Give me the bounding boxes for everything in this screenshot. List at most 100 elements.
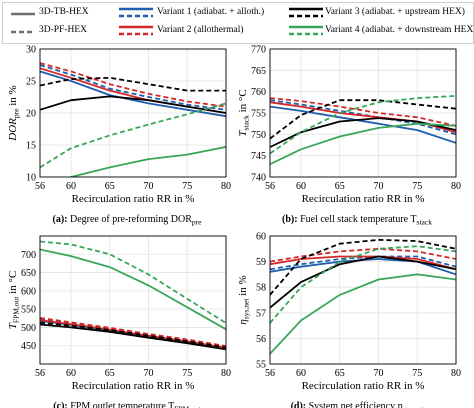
series-line-7 (40, 248, 226, 331)
y-tick-label: 57 (256, 308, 266, 319)
series-line-3 (40, 319, 226, 349)
series-line-6 (270, 99, 456, 140)
y-tick-label: 550 (21, 305, 36, 316)
legend-label-solid: 3D-TB-HEX (39, 7, 89, 17)
x-tick-label: 80 (221, 181, 231, 192)
series-line-4 (270, 97, 456, 127)
x-tick-label: 56 (35, 368, 45, 379)
series-line-4 (270, 247, 456, 263)
legend-swatch-variant-4 (289, 25, 323, 36)
y-tick-label: 10 (26, 173, 36, 184)
y-tick-label: 20 (26, 109, 36, 120)
x-tick-label: 60 (66, 368, 76, 379)
series-line-3 (270, 255, 456, 271)
y-tick-label: 760 (251, 87, 266, 98)
y-tick-label: 755 (251, 109, 266, 120)
y-tick-label: 745 (251, 151, 266, 162)
series-line-6 (40, 76, 226, 92)
y-tick-label: 500 (21, 323, 36, 334)
legend-label-variant-3: Variant 3 (adiabat. + upstream HEX) (325, 7, 465, 17)
series-line-7 (270, 122, 456, 166)
y-tick-label: 750 (251, 130, 266, 141)
legend-label-variant-1: Variant 1 (adiabat. + alloth.) (157, 7, 265, 17)
series-line-7 (67, 146, 226, 177)
x-axis-label: Recirculation ratio RR in % (72, 380, 195, 392)
y-tick-label: 58 (256, 283, 266, 294)
legend-swatch-solid (11, 12, 35, 16)
y-axis-label: Tstack in °C (237, 89, 251, 136)
x-tick-label: 56 (35, 181, 45, 192)
y-tick-label: 60 (256, 232, 266, 243)
y-tick-label: 650 (21, 268, 36, 279)
y-axis-label: ηsys,net in % (237, 275, 251, 324)
legend-label-variant-4: Variant 4 (adiabat. + downstream HEX) (325, 25, 474, 35)
series-group (270, 95, 456, 166)
legend-label-variant-2: Variant 2 (allothermal) (157, 25, 244, 35)
series-line-2 (270, 99, 456, 136)
x-tick-label: 60 (296, 181, 306, 192)
series-line-4 (40, 62, 226, 108)
y-axis-label: TFPM,out in °C (7, 271, 21, 329)
series-line-6 (40, 321, 226, 349)
x-tick-label: 65 (105, 181, 115, 192)
legend-swatch-variant-3 (289, 7, 323, 18)
y-tick-label: 450 (21, 341, 36, 352)
x-tick-label: 80 (451, 181, 461, 192)
series-line-2 (40, 64, 226, 111)
x-tick-label: 75 (412, 368, 422, 379)
panel-caption: (a): Degree of pre-reforming DORpre (53, 214, 203, 227)
x-tick-label: 70 (374, 181, 384, 192)
series-line-8 (40, 102, 226, 169)
x-tick-label: 75 (182, 368, 192, 379)
y-tick-label: 770 (251, 45, 266, 56)
series-line-4 (40, 317, 226, 347)
series-line-6 (270, 238, 456, 296)
x-axis-label: Recirculation ratio RR in % (72, 193, 195, 205)
legend-label-dashed: 3D-PF-HEX (39, 25, 88, 35)
plot-frame (269, 235, 457, 365)
series-group (40, 240, 226, 351)
x-tick-label: 56 (265, 368, 275, 379)
chart-panel-1: 10 15 20 25 30 56 60 65 70 75 80 Recirculation rati… (7, 45, 231, 227)
series-line-8 (40, 240, 226, 324)
y-tick-label: 600 (21, 286, 36, 297)
y-tick-label: 15 (26, 141, 36, 152)
x-tick-label: 65 (335, 368, 345, 379)
series-line-2 (270, 255, 456, 271)
y-tick-label: 55 (256, 360, 266, 371)
legend-swatch-variant-2 (119, 25, 153, 36)
x-tick-label: 65 (105, 368, 115, 379)
panel-caption: (c): FPM outlet temperature TFPM,out (53, 401, 201, 408)
x-axis-label: Recirculation ratio RR in % (302, 380, 425, 392)
x-tick-label: 70 (144, 181, 154, 192)
y-tick-label: 740 (251, 173, 266, 184)
y-tick-label: 25 (26, 77, 36, 88)
x-axis-label: Recirculation ratio RR in % (302, 193, 425, 205)
panel-caption: (d): System net efficiency ηsys,net (291, 401, 425, 408)
series-group (270, 238, 456, 355)
series-line-8 (270, 95, 456, 155)
y-tick-label: 56 (256, 334, 266, 345)
chart-panel-3: 450 500 550 600 650 700 56 60 65 70 75 80 Recirculat… (7, 235, 231, 408)
x-tick-label: 60 (296, 368, 306, 379)
x-tick-label: 70 (144, 368, 154, 379)
plot-frame (39, 235, 227, 365)
panel-caption: (b): Fuel cell stack temperature Tstack (282, 214, 432, 227)
x-tick-label: 80 (451, 368, 461, 379)
y-tick-label: 59 (256, 257, 266, 268)
plot-frame (269, 48, 457, 178)
y-axis-label: DORpre in % (7, 85, 21, 141)
legend-swatch-dashed (11, 30, 35, 34)
x-tick-label: 75 (412, 181, 422, 192)
x-tick-label: 65 (335, 181, 345, 192)
y-tick-label: 765 (251, 66, 266, 77)
x-tick-label: 56 (265, 181, 275, 192)
series-line-5 (40, 95, 226, 114)
x-tick-label: 80 (221, 368, 231, 379)
y-tick-label: 30 (26, 45, 36, 56)
plot-frame (39, 48, 227, 178)
legend-swatch-variant-1 (119, 7, 153, 18)
series-line-8 (270, 245, 456, 324)
